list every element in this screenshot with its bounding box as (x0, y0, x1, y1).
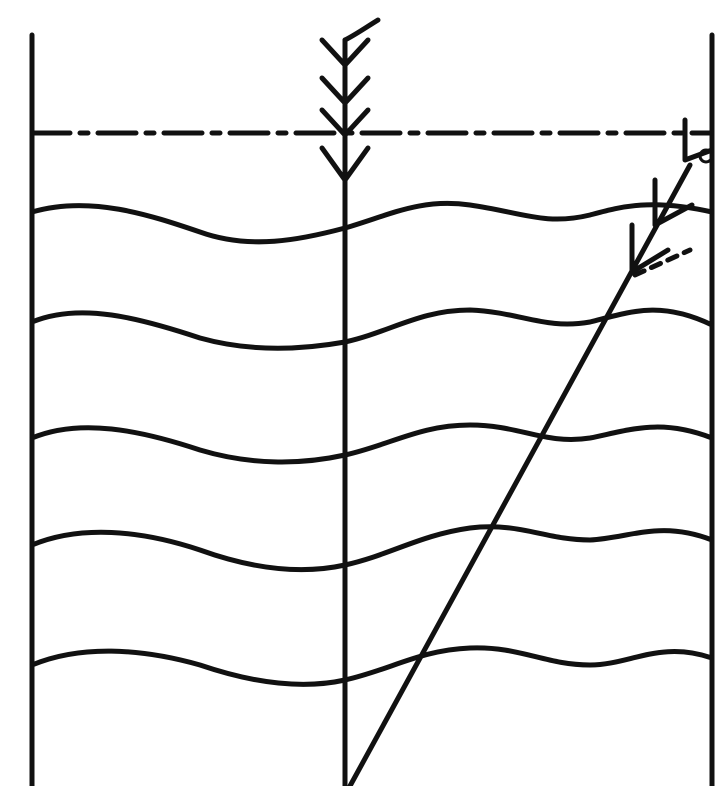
diagram (0, 0, 722, 786)
